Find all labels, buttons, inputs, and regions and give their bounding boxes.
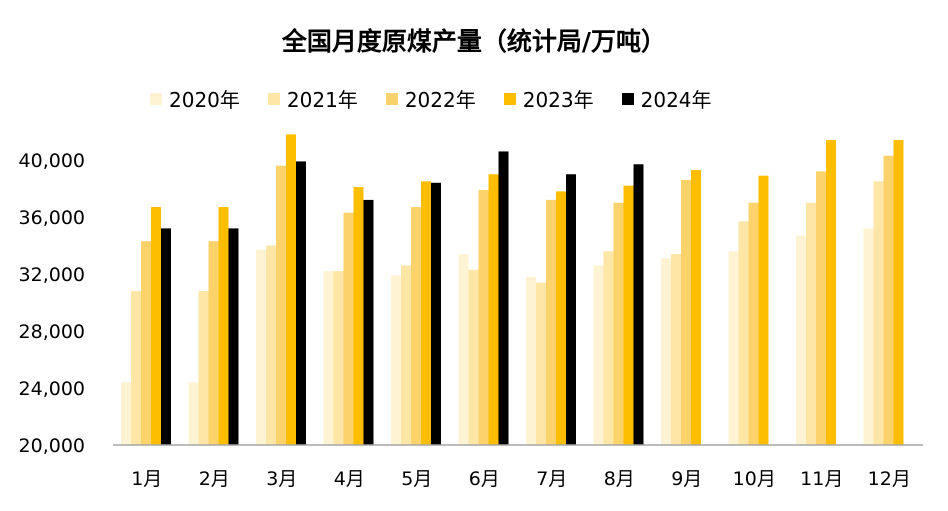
legend-swatch — [267, 92, 280, 105]
bar — [863, 228, 874, 445]
bar — [141, 241, 151, 445]
bar — [256, 249, 266, 445]
bar — [728, 251, 739, 445]
bar — [353, 187, 364, 445]
bar — [296, 161, 306, 446]
legend-swatch — [621, 92, 634, 105]
bar — [691, 169, 701, 445]
bar — [151, 207, 161, 445]
bar — [343, 212, 354, 445]
y-tick-label: 28,000 — [19, 321, 85, 343]
x-tick-label: 5月 — [401, 468, 432, 490]
bar — [208, 241, 219, 445]
y-tick-label: 36,000 — [19, 207, 85, 229]
x-tick-label: 8月 — [604, 468, 635, 490]
x-tick-label: 1月 — [131, 468, 162, 490]
legend-label: 2023年 — [522, 88, 594, 112]
legend-swatch — [150, 92, 162, 105]
chart-title: 全国月度原煤产量（统计局/万吨） — [281, 27, 667, 56]
legend-label: 2024年 — [640, 88, 712, 112]
bar — [421, 181, 431, 445]
bar — [188, 382, 199, 445]
legend-item: 2020年 — [150, 84, 240, 113]
bar — [363, 199, 374, 445]
bar — [468, 269, 479, 445]
legend-item: 2022年 — [385, 84, 476, 113]
bar — [546, 199, 556, 445]
bar — [161, 228, 171, 445]
bar — [266, 245, 276, 445]
bar — [893, 140, 904, 446]
bar — [333, 271, 344, 445]
bar — [826, 140, 836, 446]
bar — [758, 175, 769, 446]
x-tick-label: 12月 — [868, 468, 911, 490]
bar — [488, 174, 499, 445]
bar — [738, 221, 749, 445]
legend-swatch — [503, 92, 516, 105]
bar — [228, 228, 239, 445]
bar — [323, 271, 334, 445]
x-tick-label: 6月 — [469, 468, 500, 490]
bar — [603, 251, 614, 445]
bar — [478, 189, 489, 445]
bar — [391, 275, 401, 445]
x-tick-label: 7月 — [536, 468, 567, 490]
bar — [458, 254, 469, 445]
bar — [526, 276, 536, 445]
y-tick-label: 20,000 — [19, 435, 85, 457]
bar — [536, 282, 546, 445]
bar — [671, 254, 681, 445]
bar — [121, 382, 131, 445]
legend-swatch — [385, 92, 398, 105]
bar — [796, 235, 806, 445]
y-tick-label: 24,000 — [19, 378, 85, 400]
legend-item: 2024年 — [621, 84, 712, 113]
bar — [661, 258, 671, 445]
bar — [218, 207, 229, 445]
legend-label: 2021年 — [286, 88, 358, 112]
legend: 2020年 2021年 2022年 2023年 2024年 — [150, 84, 740, 113]
bar — [431, 182, 441, 446]
legend-label: 2020年 — [169, 88, 240, 112]
bar — [411, 207, 421, 445]
bar — [498, 151, 509, 445]
x-tick-label: 2月 — [199, 468, 230, 490]
bar — [276, 165, 286, 445]
bar — [816, 171, 826, 445]
bar — [131, 291, 141, 445]
bar — [806, 202, 816, 445]
legend-item: 2023年 — [503, 84, 594, 113]
x-tick-label: 4月 — [334, 468, 365, 490]
bar — [613, 202, 624, 445]
bar — [883, 155, 894, 445]
bar — [593, 265, 604, 445]
bar — [401, 265, 411, 445]
bar — [198, 291, 209, 445]
bar — [566, 174, 576, 445]
y-tick-label: 32,000 — [19, 264, 85, 286]
bar — [748, 202, 759, 445]
y-tick-label: 40,000 — [19, 150, 85, 172]
x-tick-label: 9月 — [671, 468, 702, 490]
bar — [556, 191, 566, 445]
legend-item: 2021年 — [267, 84, 358, 113]
legend-label: 2022年 — [404, 88, 476, 112]
bar — [633, 164, 644, 445]
x-tick-label: 11月 — [800, 468, 843, 490]
bar — [623, 185, 634, 445]
x-tick-label: 10月 — [733, 468, 776, 490]
x-tick-label: 3月 — [266, 468, 297, 490]
bar — [681, 179, 691, 445]
bar — [873, 181, 884, 445]
bar — [286, 134, 296, 445]
